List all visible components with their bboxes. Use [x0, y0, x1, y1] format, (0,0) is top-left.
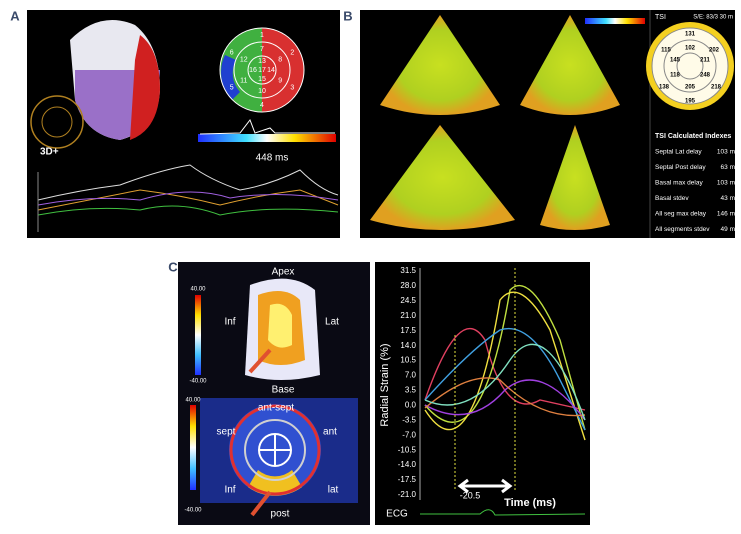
y-tick-label: 14.0	[400, 341, 416, 350]
y-tick-label: 10.5	[400, 356, 416, 365]
segment-number: 5	[230, 84, 234, 91]
index-value: 43 m	[721, 195, 735, 202]
tsi-value: 195	[685, 99, 696, 105]
tsi-value: 118	[670, 73, 680, 79]
segment-number: 1	[260, 32, 264, 39]
segment-number: 13	[258, 58, 266, 65]
view-label: Apex	[272, 267, 295, 278]
panel-label: C	[168, 259, 178, 274]
segment-number: 9	[278, 77, 282, 84]
y-tick-label: 17.5	[400, 326, 416, 335]
colorbar-min: -40.00	[189, 379, 207, 385]
index-value: 103 m	[717, 180, 735, 187]
index-name: Basal max delay	[655, 180, 703, 187]
colorbar-max: 40.00	[185, 398, 201, 404]
y-tick-label: 31.5	[400, 266, 416, 275]
segment-number: 8	[278, 56, 282, 63]
tsi-value: 218	[711, 85, 722, 91]
segment-number: 14	[267, 67, 275, 74]
view-label: Base	[272, 385, 295, 396]
colorbar-max: 40.00	[190, 287, 206, 293]
time-label: 448 ms	[256, 153, 289, 164]
marker-label: -20.5	[460, 490, 481, 500]
segment-number: 17	[258, 67, 266, 74]
index-name: All segments stdev	[655, 226, 710, 233]
segment-number: 11	[240, 77, 247, 84]
index-value: 146 m	[717, 211, 735, 218]
y-tick-label: 0.0	[405, 401, 417, 410]
y-tick-label: -7.0	[402, 430, 416, 439]
view-label: ant-sept	[258, 403, 294, 414]
indexes-title: TSI Calculated Indexes	[655, 133, 731, 140]
tsi-header: S/E: 83/3 30 m	[693, 15, 733, 21]
tsi-value: 102	[685, 46, 696, 52]
ecg-label: ECG	[386, 509, 408, 520]
view-label: ant	[323, 427, 337, 438]
y-tick-label: 7.0	[405, 371, 417, 380]
y-tick-label: 3.5	[405, 386, 417, 395]
tsi-value: 145	[670, 58, 681, 64]
index-name: All seg max delay	[655, 211, 707, 218]
panel-label: A	[10, 8, 20, 23]
index-name: Basal stdev	[655, 195, 689, 202]
segment-number: 6	[230, 49, 234, 56]
badge: 3D+	[40, 147, 59, 158]
index-name: Septal Lat delay	[655, 149, 702, 156]
colorbar	[198, 134, 336, 142]
tsi-title: TSI	[655, 14, 666, 21]
view-label: Inf	[224, 485, 235, 496]
index-value: 49 m	[721, 226, 735, 233]
y-tick-label: 21.0	[400, 311, 416, 320]
tsi-value: 211	[700, 58, 710, 64]
segment-number: 10	[258, 88, 266, 95]
segment-number: 4	[260, 102, 264, 109]
y-tick-label: -17.5	[398, 475, 417, 484]
view-label: Lat	[325, 317, 339, 328]
tsi-value: 115	[661, 48, 671, 54]
segment-number: 3	[290, 84, 294, 91]
x-axis-label: Time (ms)	[504, 497, 556, 509]
y-tick-label: 28.0	[400, 281, 416, 290]
tsi-value: 131	[685, 32, 696, 38]
index-name: Septal Post delay	[655, 164, 706, 171]
segment-number: 7	[260, 46, 264, 53]
segment-number: 2	[290, 49, 294, 56]
figure: ABC3D+448 ms1234567891011121314151617TSI…	[0, 0, 741, 529]
colorbar	[585, 18, 645, 24]
y-tick-label: -3.5	[402, 415, 416, 424]
colorbar	[190, 405, 196, 490]
colorbar	[195, 295, 201, 375]
y-tick-label: -10.5	[398, 445, 417, 454]
index-value: 103 m	[717, 149, 735, 156]
view-label: lat	[328, 485, 339, 496]
segment-number: 12	[240, 56, 248, 63]
tsi-value: 138	[659, 85, 670, 91]
tsi-value: 205	[685, 85, 696, 91]
view-label: sept	[217, 427, 236, 438]
view-label: Inf	[224, 317, 235, 328]
y-tick-label: -14.0	[398, 460, 417, 469]
y-tick-label: 24.5	[400, 296, 416, 305]
index-value: 63 m	[721, 164, 735, 171]
tsi-value: 202	[709, 48, 720, 54]
heart-core	[268, 304, 292, 348]
y-axis-label: Radial Strain (%)	[379, 343, 391, 426]
colorbar-min: -40.00	[184, 508, 202, 514]
view-label: post	[271, 509, 290, 520]
y-tick-label: -21.0	[398, 490, 417, 499]
segment-number: 16	[249, 67, 257, 74]
tsi-value: 248	[700, 73, 711, 79]
segment-number: 15	[258, 76, 266, 83]
panel-label: B	[343, 8, 352, 23]
